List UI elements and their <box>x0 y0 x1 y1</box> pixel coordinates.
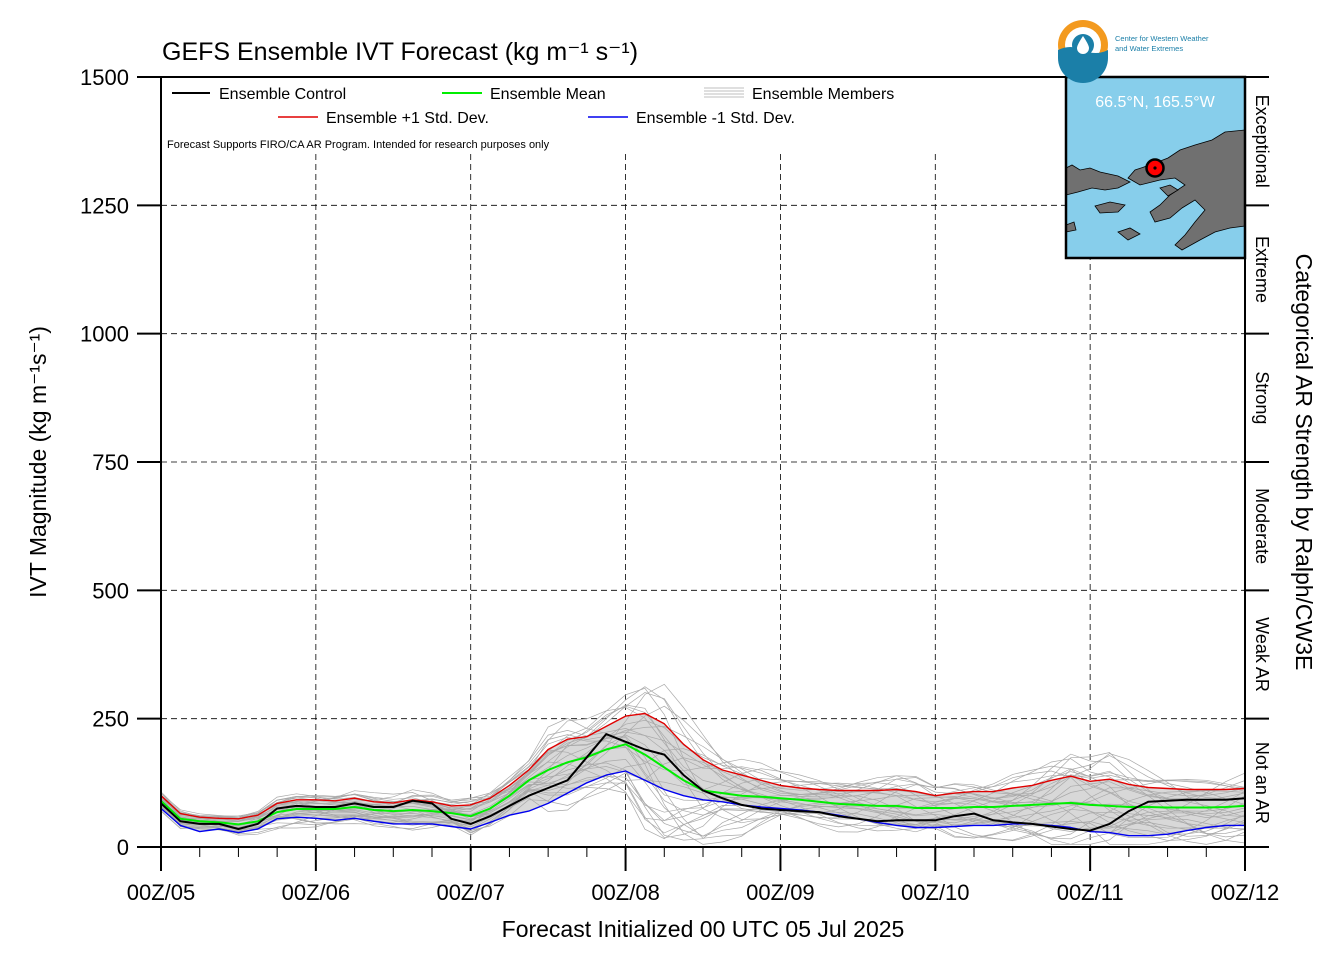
x-tick-label: 00Z/12 <box>1211 880 1280 905</box>
legend-label-mean: Ensemble Mean <box>490 86 606 103</box>
location-marker-center <box>1153 166 1157 170</box>
logo-drop-icon <box>1077 36 1089 54</box>
y-tick-label: 1000 <box>80 322 129 347</box>
y-tick-label: 250 <box>92 707 129 732</box>
legend-label-control: Ensemble Control <box>219 86 346 103</box>
y-tick-label: 0 <box>117 835 129 860</box>
ensemble-member-line <box>160 747 1246 840</box>
cw3e-logo: Center for Western Weather and Water Ext… <box>1058 20 1209 83</box>
series-line-ensemble-1-std-dev- <box>160 770 1245 837</box>
x-tick-label: 00Z/08 <box>591 880 660 905</box>
ensemble-member-line <box>160 761 1246 840</box>
y-axis-label: IVT Magnitude (kg m⁻¹s⁻¹) <box>25 326 51 598</box>
y-tick-label: 500 <box>92 578 129 603</box>
category-label: Weak AR <box>1252 617 1272 692</box>
x-tick-label: 00Z/06 <box>282 880 351 905</box>
x-tick-label: 00Z/11 <box>1057 880 1124 905</box>
x-axis-label: Forecast Initialized 00 UTC 05 Jul 2025 <box>502 916 905 942</box>
ensemble-member-line <box>160 735 1246 839</box>
axes: 0 250 500 750 1000 1250 1500 00Z/05 00Z/06 00Z/07… <box>80 65 1279 905</box>
ensemble-member-line <box>160 705 1246 842</box>
grid-lines <box>161 154 1245 847</box>
ensemble-member-line <box>160 692 1246 839</box>
ensemble-member-line <box>160 686 1246 833</box>
ensemble-member-line <box>160 770 1246 837</box>
ensemble-member-line <box>160 731 1246 835</box>
ensemble-member-line <box>160 683 1246 839</box>
x-tick-label: 00Z/09 <box>746 880 815 905</box>
category-label: Strong <box>1252 371 1272 424</box>
y-tick-label: 750 <box>92 450 129 475</box>
x-tick-label: 00Z/10 <box>901 880 970 905</box>
ensemble-member-line <box>160 772 1246 845</box>
ensemble-member-line <box>160 757 1246 835</box>
legend: Ensemble Control Ensemble Mean Ensemble … <box>167 86 894 151</box>
location-map-inset: 66.5°N, 165.5°W <box>1064 75 1247 260</box>
x-tick-label: 00Z/07 <box>436 880 505 905</box>
series-lines <box>160 712 1246 837</box>
logo-text-line2: and Water Extremes <box>1115 44 1183 53</box>
ensemble-member-line <box>160 719 1246 845</box>
right-axis-label: Categorical AR Strength by Ralph/CW3E <box>1291 254 1317 671</box>
category-label: Moderate <box>1252 488 1272 564</box>
x-tick-label: 00Z/05 <box>127 880 196 905</box>
legend-swatch-members <box>704 87 744 98</box>
legend-label-plus-std: Ensemble +1 Std. Dev. <box>326 110 489 127</box>
location-label: 66.5°N, 165.5°W <box>1095 94 1215 111</box>
ar-category-labels: Not an AR Weak AR Moderate Strong Extreme Exc… <box>1245 76 1272 848</box>
ensemble-member-line <box>160 705 1246 839</box>
chart-title: GEFS Ensemble IVT Forecast (kg m⁻¹ s⁻¹) <box>162 38 638 66</box>
legend-label-minus-std: Ensemble -1 Std. Dev. <box>636 110 795 127</box>
ensemble-member-line <box>160 748 1246 838</box>
ensemble-member-line <box>160 728 1246 834</box>
logo-wave-icon <box>1058 47 1108 83</box>
research-note: Forecast Supports FIRO/CA AR Program. In… <box>167 139 550 151</box>
category-label: Exceptional <box>1252 95 1272 188</box>
category-label: Not an AR <box>1252 742 1272 824</box>
series-line-ensemble-1-std-dev- <box>160 712 1246 820</box>
ensemble-members <box>160 683 1246 845</box>
legend-label-members: Ensemble Members <box>752 86 894 103</box>
map-frame <box>1064 75 1247 260</box>
y-tick-label: 1500 <box>80 65 129 90</box>
y-tick-label: 1250 <box>80 193 129 218</box>
category-label: Extreme <box>1252 236 1272 303</box>
map-land <box>1065 129 1246 251</box>
series-line-ensemble-control <box>160 733 1246 832</box>
logo-text-line1: Center for Western Weather <box>1115 34 1209 43</box>
